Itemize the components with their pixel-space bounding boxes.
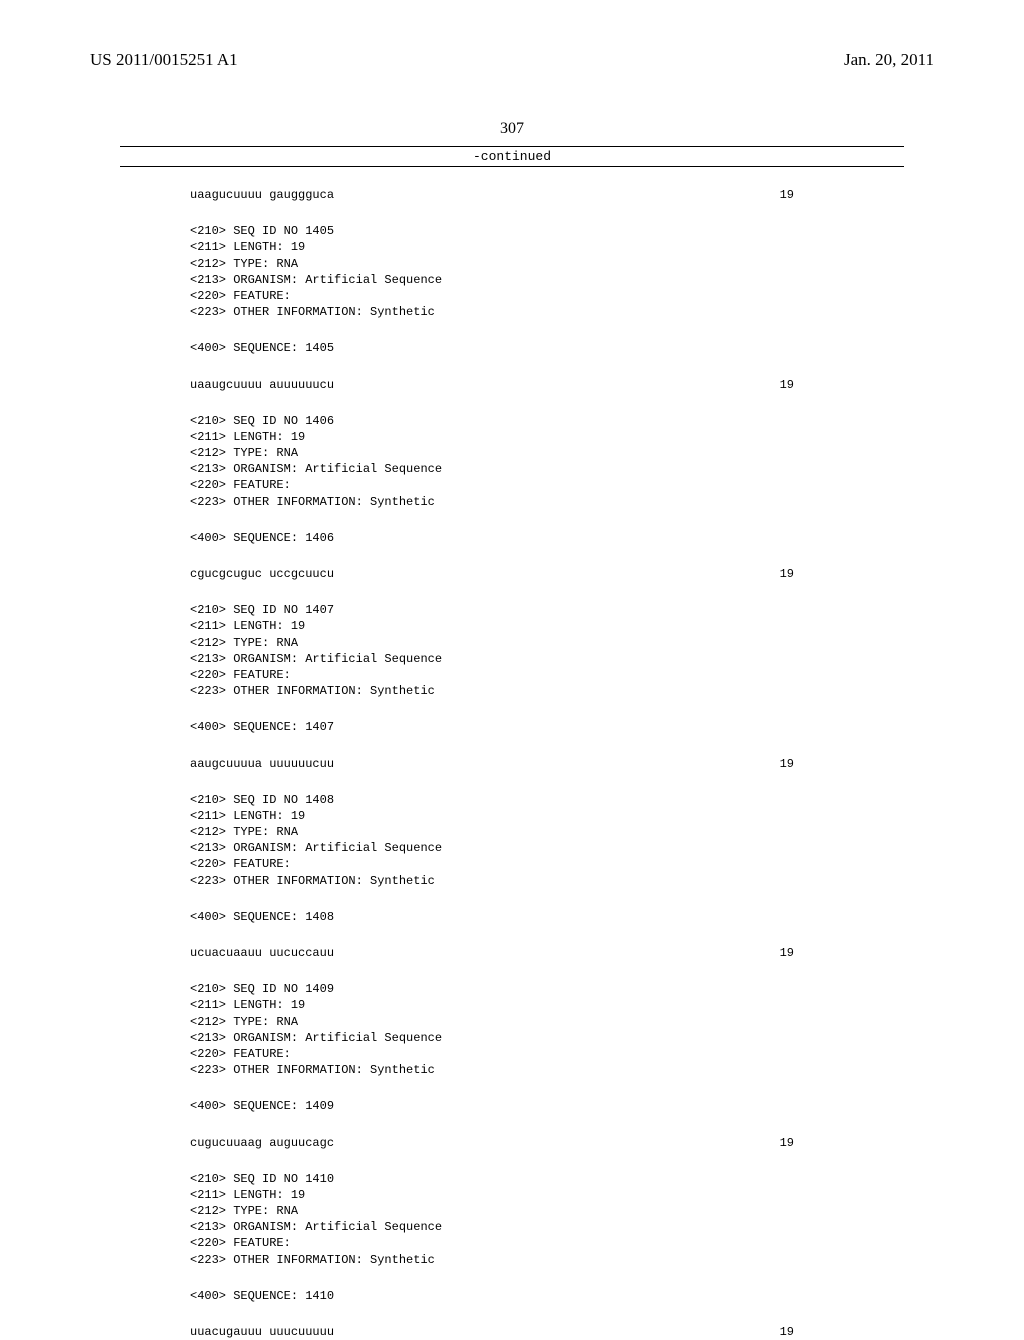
- metadata-line: <213> ORGANISM: Artificial Sequence: [190, 840, 834, 856]
- sequence-metadata-block: <210> SEQ ID NO 1408<211> LENGTH: 19<212…: [190, 792, 834, 889]
- metadata-line: <223> OTHER INFORMATION: Synthetic: [190, 304, 834, 320]
- sequence-line: uuacugauuu uuucuuuuu 19: [190, 1324, 834, 1340]
- metadata-line: <220> FEATURE:: [190, 856, 834, 872]
- sequence-label: <400> SEQUENCE: 1407: [190, 719, 834, 735]
- sequence-line: uaaugcuuuu auuuuuucu 19: [190, 377, 834, 393]
- sequence-line: cgucgcuguc uccgcuucu 19: [190, 566, 834, 582]
- metadata-line: <212> TYPE: RNA: [190, 1203, 834, 1219]
- sequence-length-number: 19: [780, 377, 834, 393]
- metadata-line: <211> LENGTH: 19: [190, 429, 834, 445]
- page-number: 307: [0, 120, 1024, 138]
- sequence-length-number: 19: [780, 756, 834, 772]
- metadata-line: <211> LENGTH: 19: [190, 239, 834, 255]
- sequence-text: cugucuuaag auguucagc: [190, 1135, 334, 1151]
- sequence-length-number: 19: [780, 1324, 834, 1340]
- sequence-metadata-block: <210> SEQ ID NO 1405<211> LENGTH: 19<212…: [190, 223, 834, 320]
- metadata-line: <210> SEQ ID NO 1410: [190, 1171, 834, 1187]
- metadata-line: <210> SEQ ID NO 1409: [190, 981, 834, 997]
- metadata-line: <223> OTHER INFORMATION: Synthetic: [190, 1062, 834, 1078]
- metadata-line: <220> FEATURE:: [190, 477, 834, 493]
- metadata-line: <212> TYPE: RNA: [190, 256, 834, 272]
- metadata-line: <211> LENGTH: 19: [190, 997, 834, 1013]
- metadata-line: <211> LENGTH: 19: [190, 1187, 834, 1203]
- metadata-line: <210> SEQ ID NO 1405: [190, 223, 834, 239]
- sequence-length-number: 19: [780, 1135, 834, 1151]
- sequence-label: <400> SEQUENCE: 1408: [190, 909, 834, 925]
- publication-number: US 2011/0015251 A1: [90, 50, 238, 70]
- metadata-line: <223> OTHER INFORMATION: Synthetic: [190, 683, 834, 699]
- sequence-label: <400> SEQUENCE: 1406: [190, 530, 834, 546]
- sequence-length-number: 19: [780, 566, 834, 582]
- metadata-line: <210> SEQ ID NO 1407: [190, 602, 834, 618]
- metadata-line: <220> FEATURE:: [190, 667, 834, 683]
- metadata-line: <213> ORGANISM: Artificial Sequence: [190, 1030, 834, 1046]
- sequence-label: <400> SEQUENCE: 1410: [190, 1288, 834, 1304]
- sequence-text: uuacugauuu uuucuuuuu: [190, 1324, 334, 1340]
- sequence-length-number: 19: [780, 187, 834, 203]
- sequence-line: cugucuuaag auguucagc 19: [190, 1135, 834, 1151]
- sequence-metadata-block: <210> SEQ ID NO 1406<211> LENGTH: 19<212…: [190, 413, 834, 510]
- metadata-line: <212> TYPE: RNA: [190, 1014, 834, 1030]
- metadata-line: <211> LENGTH: 19: [190, 808, 834, 824]
- metadata-line: <212> TYPE: RNA: [190, 445, 834, 461]
- metadata-line: <210> SEQ ID NO 1408: [190, 792, 834, 808]
- metadata-line: <223> OTHER INFORMATION: Synthetic: [190, 873, 834, 889]
- publication-date: Jan. 20, 2011: [844, 50, 934, 70]
- sequence-text: uaaugcuuuu auuuuuucu: [190, 377, 334, 393]
- metadata-line: <220> FEATURE:: [190, 1235, 834, 1251]
- sequence-text: ucuacuaauu uucuccauu: [190, 945, 334, 961]
- metadata-line: <223> OTHER INFORMATION: Synthetic: [190, 1252, 834, 1268]
- sequence-line: aaugcuuuua uuuuuucuu 19: [190, 756, 834, 772]
- metadata-line: <213> ORGANISM: Artificial Sequence: [190, 651, 834, 667]
- sequence-metadata-block: <210> SEQ ID NO 1410<211> LENGTH: 19<212…: [190, 1171, 834, 1268]
- metadata-line: <213> ORGANISM: Artificial Sequence: [190, 461, 834, 477]
- metadata-line: <223> OTHER INFORMATION: Synthetic: [190, 494, 834, 510]
- metadata-line: <210> SEQ ID NO 1406: [190, 413, 834, 429]
- sequence-line: uaagucuuuu gaugggucа 19: [190, 187, 834, 203]
- metadata-line: <212> TYPE: RNA: [190, 824, 834, 840]
- metadata-line: <213> ORGANISM: Artificial Sequence: [190, 272, 834, 288]
- metadata-line: <220> FEATURE:: [190, 1046, 834, 1062]
- metadata-line: <220> FEATURE:: [190, 288, 834, 304]
- sequence-text: aaugcuuuua uuuuuucuu: [190, 756, 334, 772]
- sequence-label: <400> SEQUENCE: 1405: [190, 340, 834, 356]
- sequence-length-number: 19: [780, 945, 834, 961]
- metadata-line: <212> TYPE: RNA: [190, 635, 834, 651]
- sequence-text: uaagucuuuu gaugggucа: [190, 187, 334, 203]
- sequence-line: ucuacuaauu uucuccauu 19: [190, 945, 834, 961]
- metadata-line: <213> ORGANISM: Artificial Sequence: [190, 1219, 834, 1235]
- sequence-metadata-block: <210> SEQ ID NO 1409<211> LENGTH: 19<212…: [190, 981, 834, 1078]
- sequence-text: cgucgcuguc uccgcuucu: [190, 566, 334, 582]
- sequence-label: <400> SEQUENCE: 1409: [190, 1098, 834, 1114]
- metadata-line: <211> LENGTH: 19: [190, 618, 834, 634]
- continued-label: -continued: [120, 146, 904, 167]
- sequence-metadata-block: <210> SEQ ID NO 1407<211> LENGTH: 19<212…: [190, 602, 834, 699]
